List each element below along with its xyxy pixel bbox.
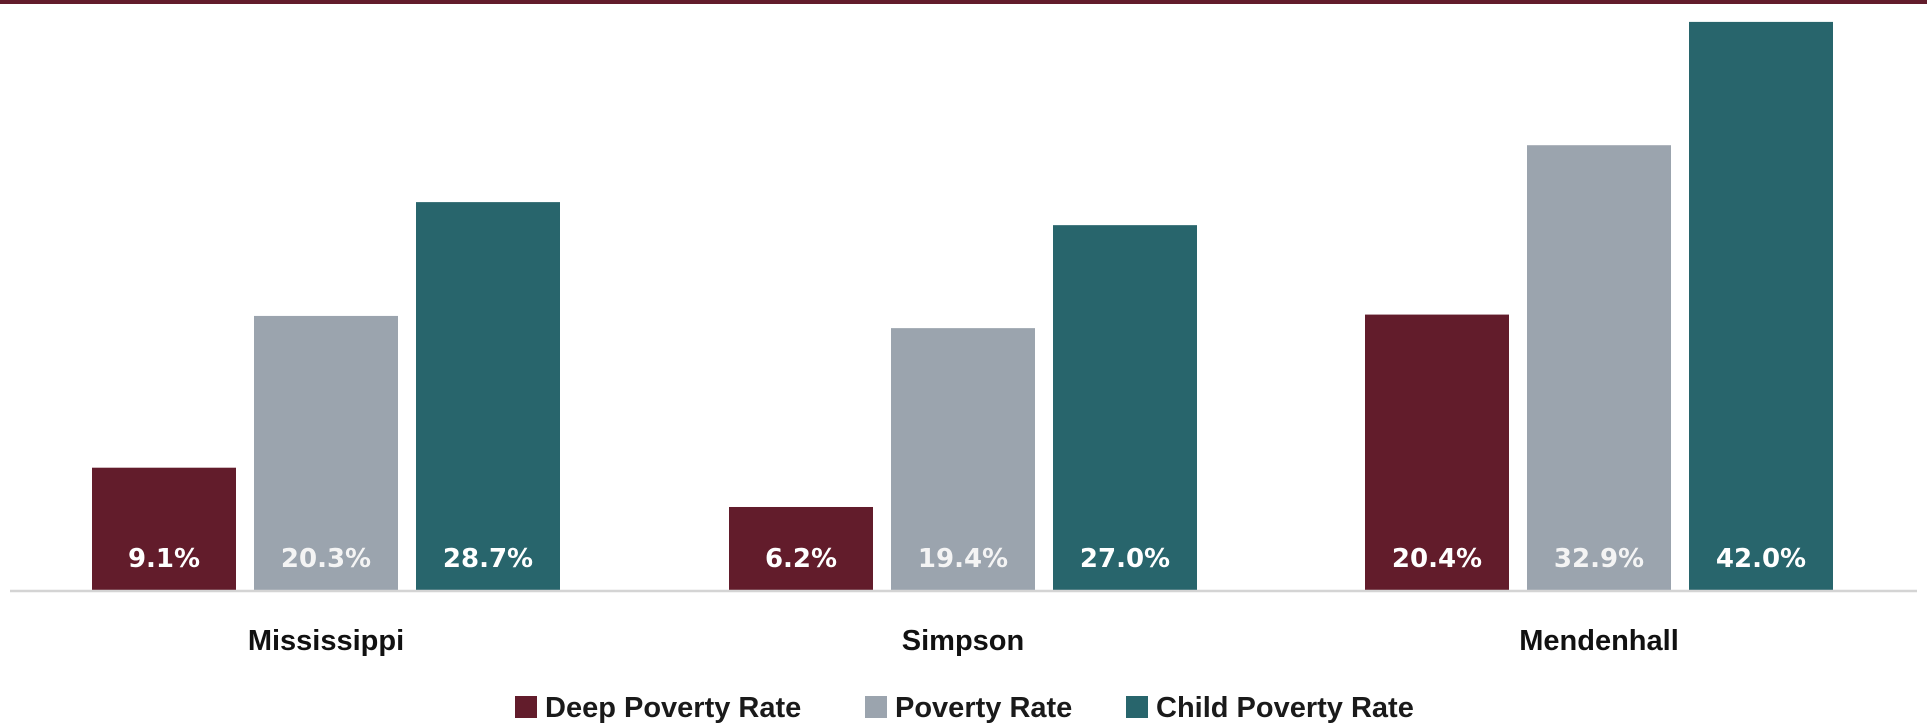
legend-label-poverty-rate: Poverty Rate	[895, 692, 1072, 724]
legend-item-deep-poverty-rate: Deep Poverty Rate	[515, 692, 801, 724]
legend-label-deep-poverty-rate: Deep Poverty Rate	[545, 692, 801, 724]
bar-mississippi-deep-poverty-rate	[92, 467, 236, 591]
data-label-simpson-child-poverty-rate: 27.0%	[1080, 544, 1170, 574]
legend: Deep Poverty Rate Poverty Rate Child Pover…	[515, 692, 1414, 724]
data-label-simpson-poverty-rate: 19.4%	[918, 544, 1008, 574]
category-label-simpson: Simpson	[902, 625, 1024, 657]
category-label-mendenhall: Mendenhall	[1519, 625, 1679, 657]
bar-mississippi-poverty-rate	[254, 315, 398, 591]
bar-simpson-child-poverty-rate	[1053, 225, 1197, 591]
data-label-mendenhall-deep-poverty-rate: 20.4%	[1392, 544, 1482, 574]
legend-swatch-child-poverty-rate	[1126, 696, 1148, 718]
category-label-mississippi: Mississippi	[248, 625, 404, 657]
bar-simpson-deep-poverty-rate	[729, 506, 873, 591]
data-label-mendenhall-poverty-rate: 32.9%	[1554, 544, 1644, 574]
bar-labels-layer: 9.1% 20.3% 28.7% 6.2% 19.4% 27.0% 20.4% 32.9% 42…	[128, 544, 1806, 574]
data-label-simpson-deep-poverty-rate: 6.2%	[765, 544, 837, 574]
data-label-mendenhall-child-poverty-rate: 42.0%	[1716, 544, 1806, 574]
bar-mississippi-child-poverty-rate	[416, 202, 560, 592]
bar-simpson-poverty-rate	[891, 328, 1035, 591]
category-labels-layer: Mississippi Simpson Mendenhall	[248, 625, 1679, 657]
data-label-mississippi-child-poverty-rate: 28.7%	[443, 544, 533, 574]
legend-item-poverty-rate: Poverty Rate	[865, 692, 1072, 724]
data-label-mississippi-deep-poverty-rate: 9.1%	[128, 544, 200, 574]
legend-swatch-poverty-rate	[865, 696, 887, 718]
bars-layer	[92, 21, 1833, 592]
legend-swatch-deep-poverty-rate	[515, 696, 537, 718]
bar-mendenhall-deep-poverty-rate	[1365, 314, 1509, 591]
legend-item-child-poverty-rate: Child Poverty Rate	[1126, 692, 1414, 724]
bar-mendenhall-child-poverty-rate	[1689, 21, 1833, 591]
data-label-mississippi-poverty-rate: 20.3%	[281, 544, 371, 574]
legend-label-child-poverty-rate: Child Poverty Rate	[1156, 692, 1414, 724]
bar-mendenhall-poverty-rate	[1527, 145, 1671, 591]
